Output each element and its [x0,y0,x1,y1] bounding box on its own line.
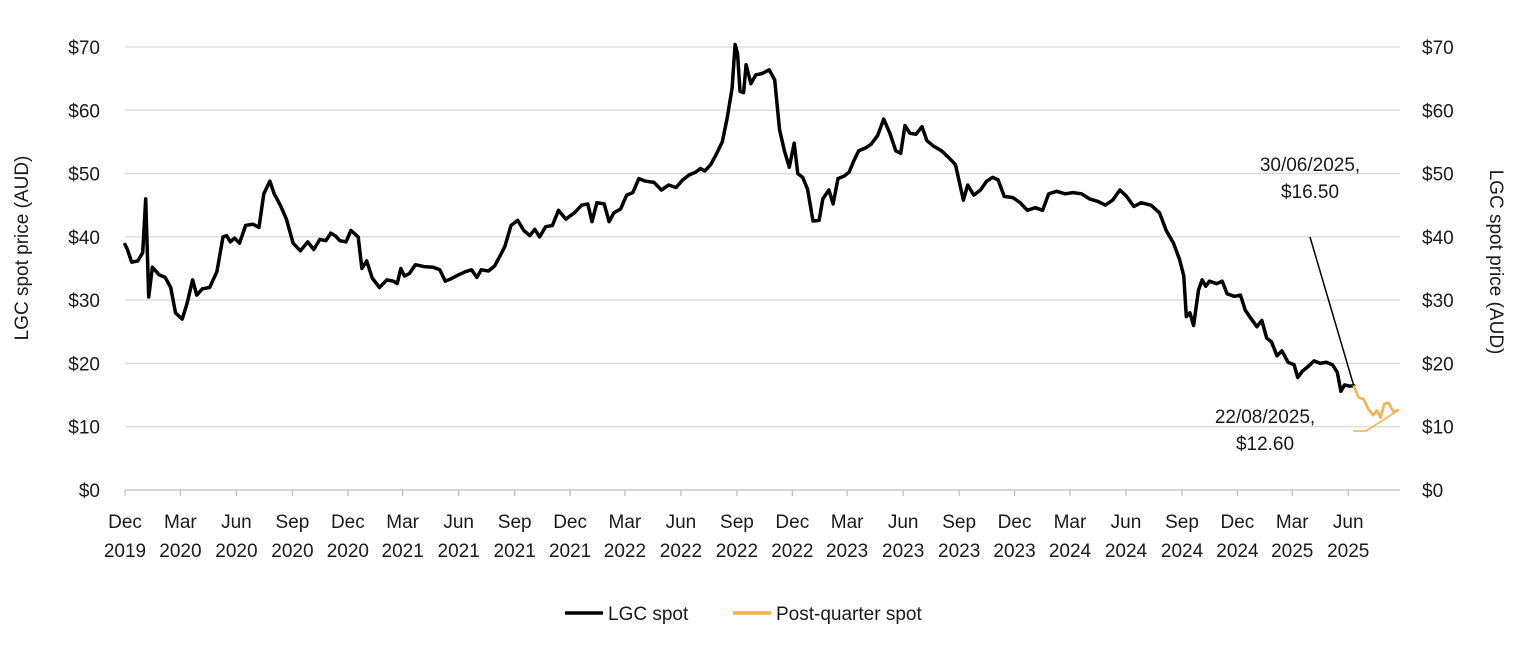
x-tick-label-month: Dec [1221,512,1255,533]
y-tick-label-left: $70 [68,38,100,59]
y-axis-title-left: LGC spot price (AUD) [12,156,33,341]
y-tick-label-left: $30 [68,291,100,312]
annotation-label-line: 22/08/2025, [1215,407,1315,428]
x-tick-label-year: 2024 [1105,541,1148,562]
x-tick-label-month: Jun [443,512,474,533]
y-tick-label-left: $0 [79,481,100,502]
legend: LGC spot Post-quarter spot [565,604,922,625]
x-tick-label-year: 2023 [882,541,924,562]
y-tick-label-left: $60 [68,101,100,122]
x-tick-label-year: 2020 [215,541,257,562]
x-tick-label-year: 2025 [1271,541,1313,562]
x-tick-label-month: Dec [553,512,587,533]
x-tick-label-year: 2023 [938,541,980,562]
x-tick-label-month: Jun [221,512,252,533]
x-tick-label-month: Sep [1165,512,1199,533]
x-tick-label-month: Sep [276,512,310,533]
x-tick-label-month: Sep [942,512,976,533]
x-tick-label-year: 2021 [549,541,591,562]
x-tick-label-year: 2023 [993,541,1035,562]
x-tick-label-month: Jun [888,512,919,533]
x-tick-label-year: 2022 [660,541,702,562]
annotation-label: 30/06/2025, $16.50 [1260,155,1360,203]
annotation-label-line: 30/06/2025, [1260,155,1360,176]
x-tick-label-year: 2019 [104,541,146,562]
y-tick-label-right: $10 [1422,418,1454,439]
y-tick-label-right: $50 [1422,165,1454,186]
x-tick-label-month: Mar [831,512,864,533]
x-tick-label-year: 2023 [826,541,868,562]
y-tick-label-right: $60 [1422,101,1454,122]
annotation-leader-line [1309,236,1355,386]
x-tick-label-month: Mar [1276,512,1309,533]
x-tick-label-year: 2025 [1327,541,1369,562]
annotation-label-line: $12.60 [1236,434,1294,455]
x-tick-label-year: 2022 [716,541,758,562]
x-axis: Dec 2019 Mar 2020 Jun 2020 Sep 2020 Dec 2020 Mar 20… [104,490,1369,562]
y-tick-label-left: $10 [68,418,100,439]
x-tick-label-year: 2022 [604,541,646,562]
x-tick-label-month: Dec [775,512,809,533]
x-tick-label-month: Jun [1333,512,1364,533]
x-tick-label-month: Sep [498,512,532,533]
y-tick-label-right: $70 [1422,38,1454,59]
x-tick-label-month: Jun [1111,512,1142,533]
x-tick-label-year: 2020 [327,541,369,562]
y-tick-label-right: $0 [1422,481,1443,502]
x-tick-label-month: Jun [666,512,697,533]
x-tick-label-month: Mar [1054,512,1087,533]
gridlines [125,46,1400,491]
y-tick-label-left: $20 [68,354,100,375]
x-tick-label-year: 2021 [438,541,480,562]
series-line-lgc-spot [123,42,1356,394]
x-tick-label-month: Sep [720,512,754,533]
x-tick-label-month: Dec [331,512,365,533]
y-axis-right: $0 $10 $20 $30 $40 $50 $60 $70 [1422,38,1454,502]
x-tick-label-year: 2021 [494,541,536,562]
y-axis-left: $0 $10 $20 $30 $40 $50 $60 $70 [68,38,100,502]
annotation-leader-line [1353,409,1399,432]
y-tick-label-right: $40 [1422,228,1454,249]
x-tick-label-year: 2024 [1161,541,1204,562]
x-tick-label-year: 2024 [1216,541,1259,562]
x-tick-label-year: 2020 [271,541,313,562]
y-tick-label-right: $20 [1422,354,1454,375]
x-tick-label-month: Mar [164,512,197,533]
annotation-label: 22/08/2025, $12.60 [1215,407,1315,455]
y-tick-label-left: $50 [68,165,100,186]
legend-label-lgc-spot: LGC spot [608,604,689,625]
x-tick-label-year: 2022 [771,541,813,562]
y-axis-title-right: LGC spot price (AUD) [1485,170,1506,355]
x-tick-label-year: 2021 [382,541,424,562]
x-tick-label-month: Dec [998,512,1032,533]
series-line-post-quarter-spot [1352,384,1400,420]
y-tick-label-left: $40 [68,228,100,249]
x-tick-label-year: 2020 [159,541,201,562]
y-tick-label-right: $30 [1422,291,1454,312]
x-tick-label-year: 2024 [1049,541,1092,562]
x-tick-label-month: Dec [108,512,142,533]
annotations: 30/06/2025, $16.50 22/08/2025, $12.60 [1215,155,1399,455]
x-tick-label-month: Mar [609,512,642,533]
legend-label-post-quarter-spot: Post-quarter spot [776,604,922,625]
x-tick-label-month: Mar [386,512,419,533]
series-lines [123,42,1400,420]
annotation-label-line: $16.50 [1281,182,1339,203]
